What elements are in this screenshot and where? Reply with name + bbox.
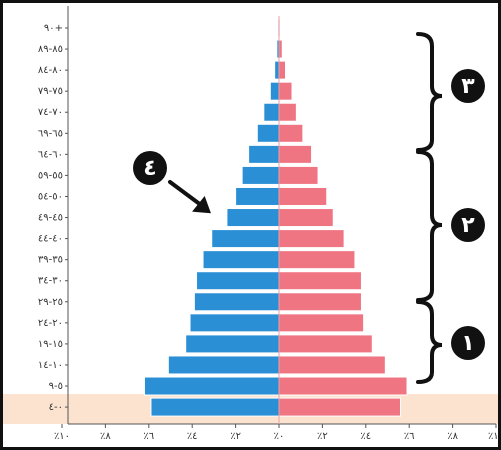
y-tick-label: ١٤-١٠: [38, 360, 63, 371]
bar: [278, 208, 334, 228]
bar: [278, 313, 365, 333]
x-tick-label: ٪٨: [100, 431, 111, 442]
x-tick-label: ٪٢: [230, 431, 241, 442]
annotation: ٤: [143, 156, 156, 181]
y-tick-label: ٨٤-٨٠: [38, 65, 63, 76]
bar: [278, 186, 328, 206]
bar: [274, 60, 280, 80]
y-tick-label: ٧٤-٧٠: [38, 107, 63, 118]
annotation: ٢: [461, 213, 475, 238]
bar: [278, 397, 402, 417]
bar: [278, 144, 313, 164]
bar: [193, 292, 280, 312]
x-tick-label: ٪٤: [360, 431, 371, 442]
y-tick-label: ٢٤-٢٠: [38, 318, 63, 329]
brace: [416, 32, 443, 152]
bar: [278, 102, 297, 122]
bar: [278, 229, 345, 249]
badge: [133, 151, 167, 185]
arrow-head: [192, 195, 211, 214]
bar: [269, 81, 280, 101]
x-tick-label: ٪٦: [404, 431, 415, 442]
bar: [278, 60, 287, 80]
bar: [167, 355, 280, 375]
y-tick-label: ٣٩-٣٥: [38, 255, 63, 266]
y-tick-label: ١٩-١٥: [38, 339, 63, 350]
bar: [278, 376, 408, 396]
bar: [263, 102, 280, 122]
bar: [278, 165, 319, 185]
y-tick-label: ٤٤-٤٠: [38, 234, 63, 245]
bar: [185, 334, 280, 354]
bar: [143, 376, 280, 396]
bar: [211, 229, 280, 249]
y-tick-label: ٥٤-٥٠: [38, 191, 63, 202]
bar: [256, 123, 280, 143]
x-tick-label: ٪٢: [317, 431, 328, 442]
y-tick-label: ٩-٥: [49, 381, 63, 392]
badge: [451, 208, 485, 242]
x-tick-label: ٪١٠: [488, 431, 501, 442]
bar: [278, 250, 356, 270]
bar: [226, 208, 280, 228]
annotation-badges: ٣ ٢ ١ ٤: [133, 69, 485, 360]
bar: [241, 165, 280, 185]
y-tick-label: ٢٩-٢٥: [38, 297, 63, 308]
bar: [278, 292, 362, 312]
annotation: ٣: [461, 74, 475, 99]
bar: [235, 186, 280, 206]
bar: [202, 250, 280, 270]
y-tick-label: ٤٩-٤٥: [38, 213, 63, 224]
badge: [451, 326, 485, 360]
annotation: ١: [461, 331, 474, 356]
y-tick-label: ٨٩-٨٥: [38, 44, 63, 55]
y-tick-label: ٤-٠: [49, 402, 63, 413]
x-tick-label: ٪٤: [187, 431, 198, 442]
y-tick-label: ٦٤-٦٠: [38, 149, 63, 160]
y-tick-label: ٧٩-٧٥: [38, 86, 63, 97]
bar: [150, 397, 280, 417]
x-tick-label: ٪٨: [447, 431, 458, 442]
bar: [278, 271, 362, 291]
bar: [278, 81, 293, 101]
y-tick-label: ٦٩-٦٥: [38, 128, 63, 139]
bar: [189, 313, 280, 333]
bar: [248, 144, 280, 164]
bar: [278, 123, 304, 143]
y-tick-label: ٥٩-٥٥: [38, 170, 63, 181]
bar: [278, 334, 373, 354]
y-tick-label: ٩٠+: [44, 23, 63, 34]
x-tick-label: ٪٦: [143, 431, 154, 442]
brace: [416, 150, 443, 302]
brace: [416, 300, 443, 384]
y-tick-label: ٣٤-٣٠: [38, 276, 63, 287]
bar: [196, 271, 280, 291]
bar: [278, 355, 386, 375]
annotation-layer: [168, 32, 443, 384]
badge: [451, 69, 485, 103]
x-tick-label: ٪٠: [274, 431, 285, 442]
x-tick-label: ٪١٠: [54, 431, 70, 442]
plot: ٤-٠ ٩-٥ ١٤-١٠ ١٩-١٥ ٢٤-٢٠ ٢٩-٢٥ ٣٤-٣٠ ٣٩-٣٥ ٤٤-٤…: [3, 6, 501, 442]
